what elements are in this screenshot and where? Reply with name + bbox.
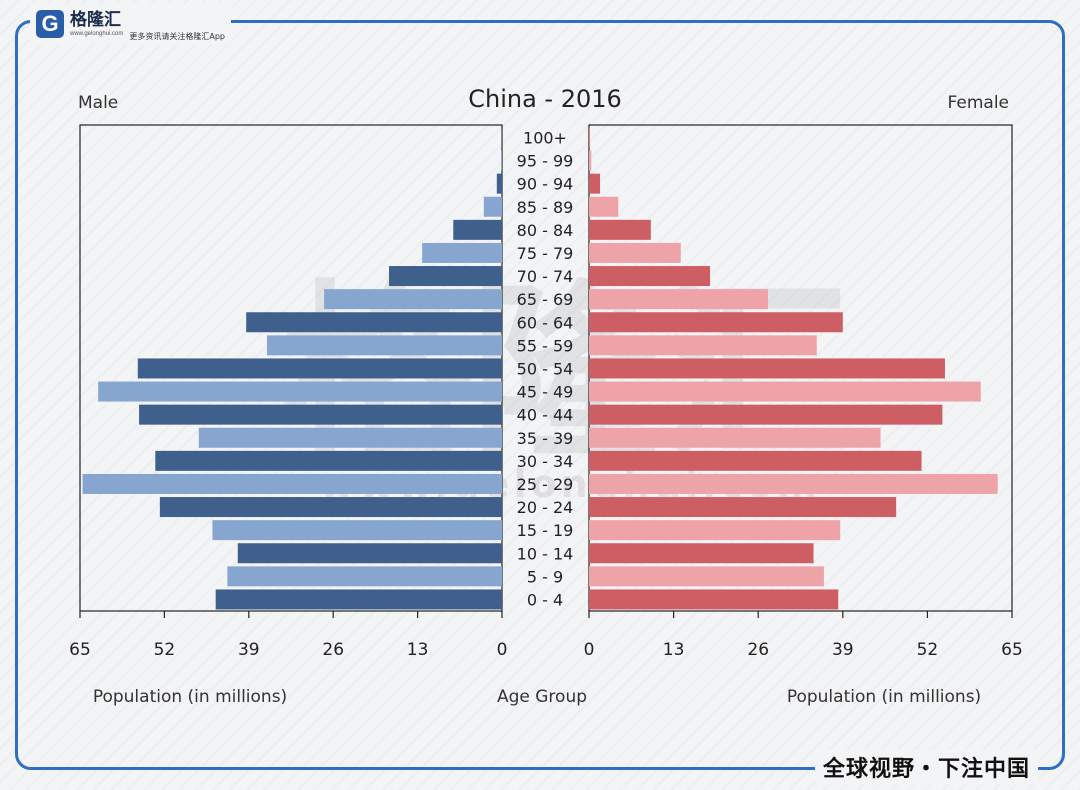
male-bar-70-74 — [389, 266, 502, 287]
male-bar-50-54 — [137, 358, 502, 379]
footer-slogan: 全球视野・下注中国 — [814, 750, 1038, 784]
male-bar-35-39 — [198, 427, 502, 448]
male-bar-25-29 — [82, 473, 502, 494]
age-label-70-74: 70 - 74 — [517, 267, 574, 286]
female-tick-label: 65 — [1001, 640, 1023, 660]
age-label-5-9: 5 - 9 — [527, 567, 563, 586]
female-bar-15-19 — [589, 520, 841, 541]
female-bar-90-94 — [589, 173, 601, 194]
age-label-75-79: 75 - 79 — [517, 244, 574, 263]
female-tick-label: 0 — [584, 640, 595, 660]
female-bar-85-89 — [589, 196, 619, 217]
female-bar-45-49 — [589, 381, 981, 402]
logo-mark-icon: G — [36, 10, 64, 38]
logo-name: 格隆汇 — [70, 9, 121, 30]
male-bar-10-14 — [237, 543, 503, 564]
male-bar-85-89 — [483, 196, 502, 217]
age-label-60-64: 60 - 64 — [517, 313, 574, 332]
female-bar-40-44 — [589, 404, 943, 425]
age-group-labels: 0 - 4 5 - 9 10 - 14 15 - 19 20 - 24 25 - 29 30… — [517, 128, 574, 609]
male-bar-75-79 — [422, 242, 502, 263]
female-bar-60-64 — [589, 312, 843, 333]
age-label-45-49: 45 - 49 — [517, 383, 574, 402]
female-bar-10-14 — [589, 543, 814, 564]
female-bar-65-69 — [589, 289, 768, 310]
age-label-65-69: 65 - 69 — [517, 290, 574, 309]
logo-url: www.gelonghui.com — [70, 30, 124, 37]
age-label-100plus: 100+ — [523, 128, 567, 147]
age-label-10-14: 10 - 14 — [517, 544, 574, 563]
age-label-30-34: 30 - 34 — [517, 452, 574, 471]
male-bar-40-44 — [139, 404, 502, 425]
age-label-80-84: 80 - 84 — [517, 221, 574, 240]
logo-slogan: 更多资讯请关注格隆汇App — [129, 32, 226, 41]
female-bar-25-29 — [589, 473, 998, 494]
male-bar-95-99 — [501, 150, 502, 171]
male-bar-90-94 — [496, 173, 502, 194]
age-label-0-4: 0 - 4 — [527, 590, 563, 609]
female-bar-50-54 — [589, 358, 945, 379]
footer-slogan-text: 全球视野・下注中国 — [822, 757, 1030, 782]
axis-ticks: 0 0 13 13 26 26 39 39 52 52 65 65 — [69, 611, 1023, 660]
female-bar-5-9 — [589, 566, 824, 587]
female-bar-30-34 — [589, 450, 922, 471]
brand-logo[interactable]: G 格隆汇 www.gelonghui.com 更多资讯请关注格隆汇App — [30, 4, 232, 44]
male-x-axis-title: Population (in millions) — [93, 687, 287, 707]
female-tick-label: 52 — [917, 640, 939, 660]
female-bar-95-99 — [589, 150, 592, 171]
age-label-25-29: 25 - 29 — [517, 475, 574, 494]
male-label: Male — [78, 93, 118, 113]
female-bar-80-84 — [589, 219, 651, 240]
female-bar-35-39 — [589, 427, 881, 448]
chart-title: China - 2016 — [468, 85, 622, 113]
male-bar-5-9 — [227, 566, 503, 587]
female-tick-label: 13 — [663, 640, 685, 660]
male-bar-65-69 — [324, 289, 502, 310]
male-tick-label: 52 — [154, 640, 176, 660]
female-bar-55-59 — [589, 335, 817, 356]
female-bars — [589, 127, 998, 610]
male-bar-20-24 — [159, 497, 502, 518]
female-bar-100plus — [589, 127, 590, 148]
male-bar-0-4 — [215, 589, 503, 610]
age-label-15-19: 15 - 19 — [517, 521, 574, 540]
female-bar-70-74 — [589, 266, 711, 287]
age-label-35-39: 35 - 39 — [517, 429, 574, 448]
age-label-40-44: 40 - 44 — [517, 406, 574, 425]
female-bar-20-24 — [589, 497, 897, 518]
male-tick-label: 0 — [497, 640, 508, 660]
center-axis-title: Age Group — [497, 687, 587, 707]
age-label-85-89: 85 - 89 — [517, 198, 574, 217]
male-tick-label: 65 — [69, 640, 91, 660]
male-bar-15-19 — [212, 520, 503, 541]
age-label-55-59: 55 - 59 — [517, 336, 574, 355]
male-tick-label: 26 — [322, 640, 344, 660]
age-label-50-54: 50 - 54 — [517, 359, 574, 378]
male-bar-60-64 — [246, 312, 502, 333]
age-label-20-24: 20 - 24 — [517, 498, 574, 517]
male-bar-45-49 — [98, 381, 502, 402]
age-label-95-99: 95 - 99 — [517, 152, 574, 171]
male-bars — [82, 127, 503, 610]
age-label-90-94: 90 - 94 — [517, 175, 574, 194]
female-bar-75-79 — [589, 242, 681, 263]
male-bar-80-84 — [453, 219, 502, 240]
logo-text-block: 格隆汇 www.gelonghui.com — [70, 9, 124, 37]
male-bar-55-59 — [266, 335, 502, 356]
female-tick-label: 26 — [747, 640, 769, 660]
male-bar-30-34 — [155, 450, 502, 471]
female-tick-label: 39 — [832, 640, 854, 660]
male-tick-label: 13 — [407, 640, 429, 660]
female-x-axis-title: Population (in millions) — [787, 687, 981, 707]
female-bar-0-4 — [589, 589, 839, 610]
male-tick-label: 39 — [238, 640, 260, 660]
content-frame — [15, 20, 1065, 770]
female-label: Female — [948, 93, 1009, 113]
